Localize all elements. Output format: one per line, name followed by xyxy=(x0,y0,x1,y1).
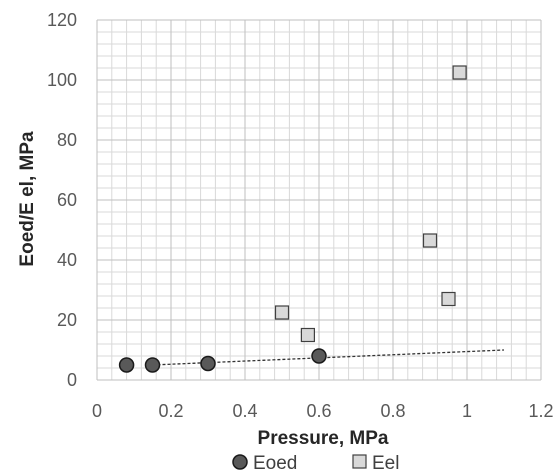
trendline xyxy=(152,349,505,366)
legend: Eoed Eel xyxy=(232,453,399,474)
y-tick-label: 0 xyxy=(67,370,77,390)
y-tick-label: 100 xyxy=(47,70,77,90)
point-eel xyxy=(274,305,290,320)
y-tick-label: 20 xyxy=(57,310,77,330)
legend-marker-eel xyxy=(352,454,367,469)
point-eoed xyxy=(311,348,327,364)
point-eel xyxy=(300,327,315,343)
legend-label-eel: Eel xyxy=(372,453,399,474)
y-tick-label: 120 xyxy=(47,10,77,30)
x-axis-ticks: 0 0.2 0.4 0.6 0.8 1 1.2 xyxy=(92,401,554,421)
y-axis-ticks: 0 20 40 60 80 100 120 xyxy=(47,10,77,390)
trendline-eoed xyxy=(152,349,505,366)
point-eoed xyxy=(118,357,135,373)
x-tick-label: 0.6 xyxy=(306,401,331,421)
x-tick-label: 1 xyxy=(462,401,472,421)
gridlines xyxy=(96,19,542,381)
y-tick-label: 60 xyxy=(57,190,77,210)
data-points xyxy=(118,65,467,373)
point-eel xyxy=(441,291,456,307)
point-eoed xyxy=(144,357,161,373)
x-axis-label: Pressure, MPa xyxy=(258,428,389,449)
x-tick-label: 0 xyxy=(92,401,102,421)
point-eel xyxy=(452,65,467,80)
x-tick-label: 1.2 xyxy=(528,401,553,421)
x-tick-label: 0.4 xyxy=(232,401,257,421)
y-tick-label: 40 xyxy=(57,250,77,270)
x-tick-label: 0.2 xyxy=(158,401,183,421)
y-axis-label: Eoed/E el, MPa xyxy=(17,131,38,267)
x-tick-label: 0.8 xyxy=(380,401,405,421)
point-eoed xyxy=(200,355,216,372)
legend-label-eoed: Eoed xyxy=(253,453,297,474)
legend-marker-eoed xyxy=(232,454,248,470)
y-tick-label: 80 xyxy=(57,130,77,150)
point-eel xyxy=(422,233,438,248)
